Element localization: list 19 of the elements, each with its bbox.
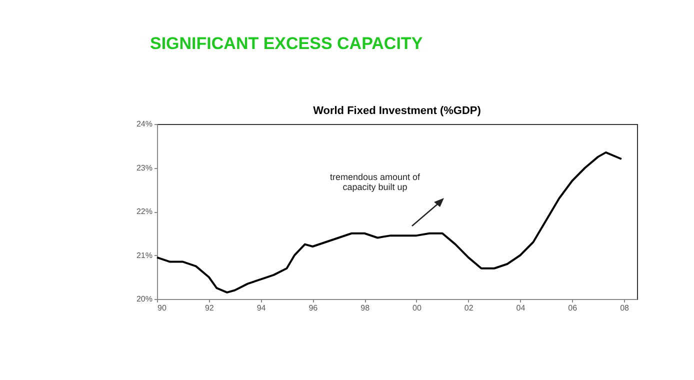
x-tick-label: 06 xyxy=(568,304,578,312)
x-tick-label: 04 xyxy=(516,304,526,312)
y-tick-label: 23% xyxy=(136,163,152,172)
x-tick-label: 94 xyxy=(256,304,266,312)
y-tick-label: 20% xyxy=(136,294,152,304)
x-tick-label: 00 xyxy=(412,304,422,312)
y-tick-label: 21% xyxy=(136,250,152,260)
chart-subtitle: World Fixed Investment (%GDP) xyxy=(313,105,482,117)
x-tick-label: 02 xyxy=(464,304,474,312)
annotation: tremendous amount of capacity built up xyxy=(330,172,420,192)
x-tick-label: 92 xyxy=(204,304,214,312)
y-tick-label: 22% xyxy=(136,207,152,216)
x-tick-label: 08 xyxy=(620,304,630,312)
x-tick-label: 98 xyxy=(360,304,370,312)
x-tick-label: 90 xyxy=(158,304,167,312)
chart-title: SIGNIFICANT EXCESS CAPACITY xyxy=(150,34,423,54)
line-series xyxy=(156,151,622,294)
y-tick-label: 24% xyxy=(136,120,152,128)
x-tick-label: 96 xyxy=(308,304,318,312)
